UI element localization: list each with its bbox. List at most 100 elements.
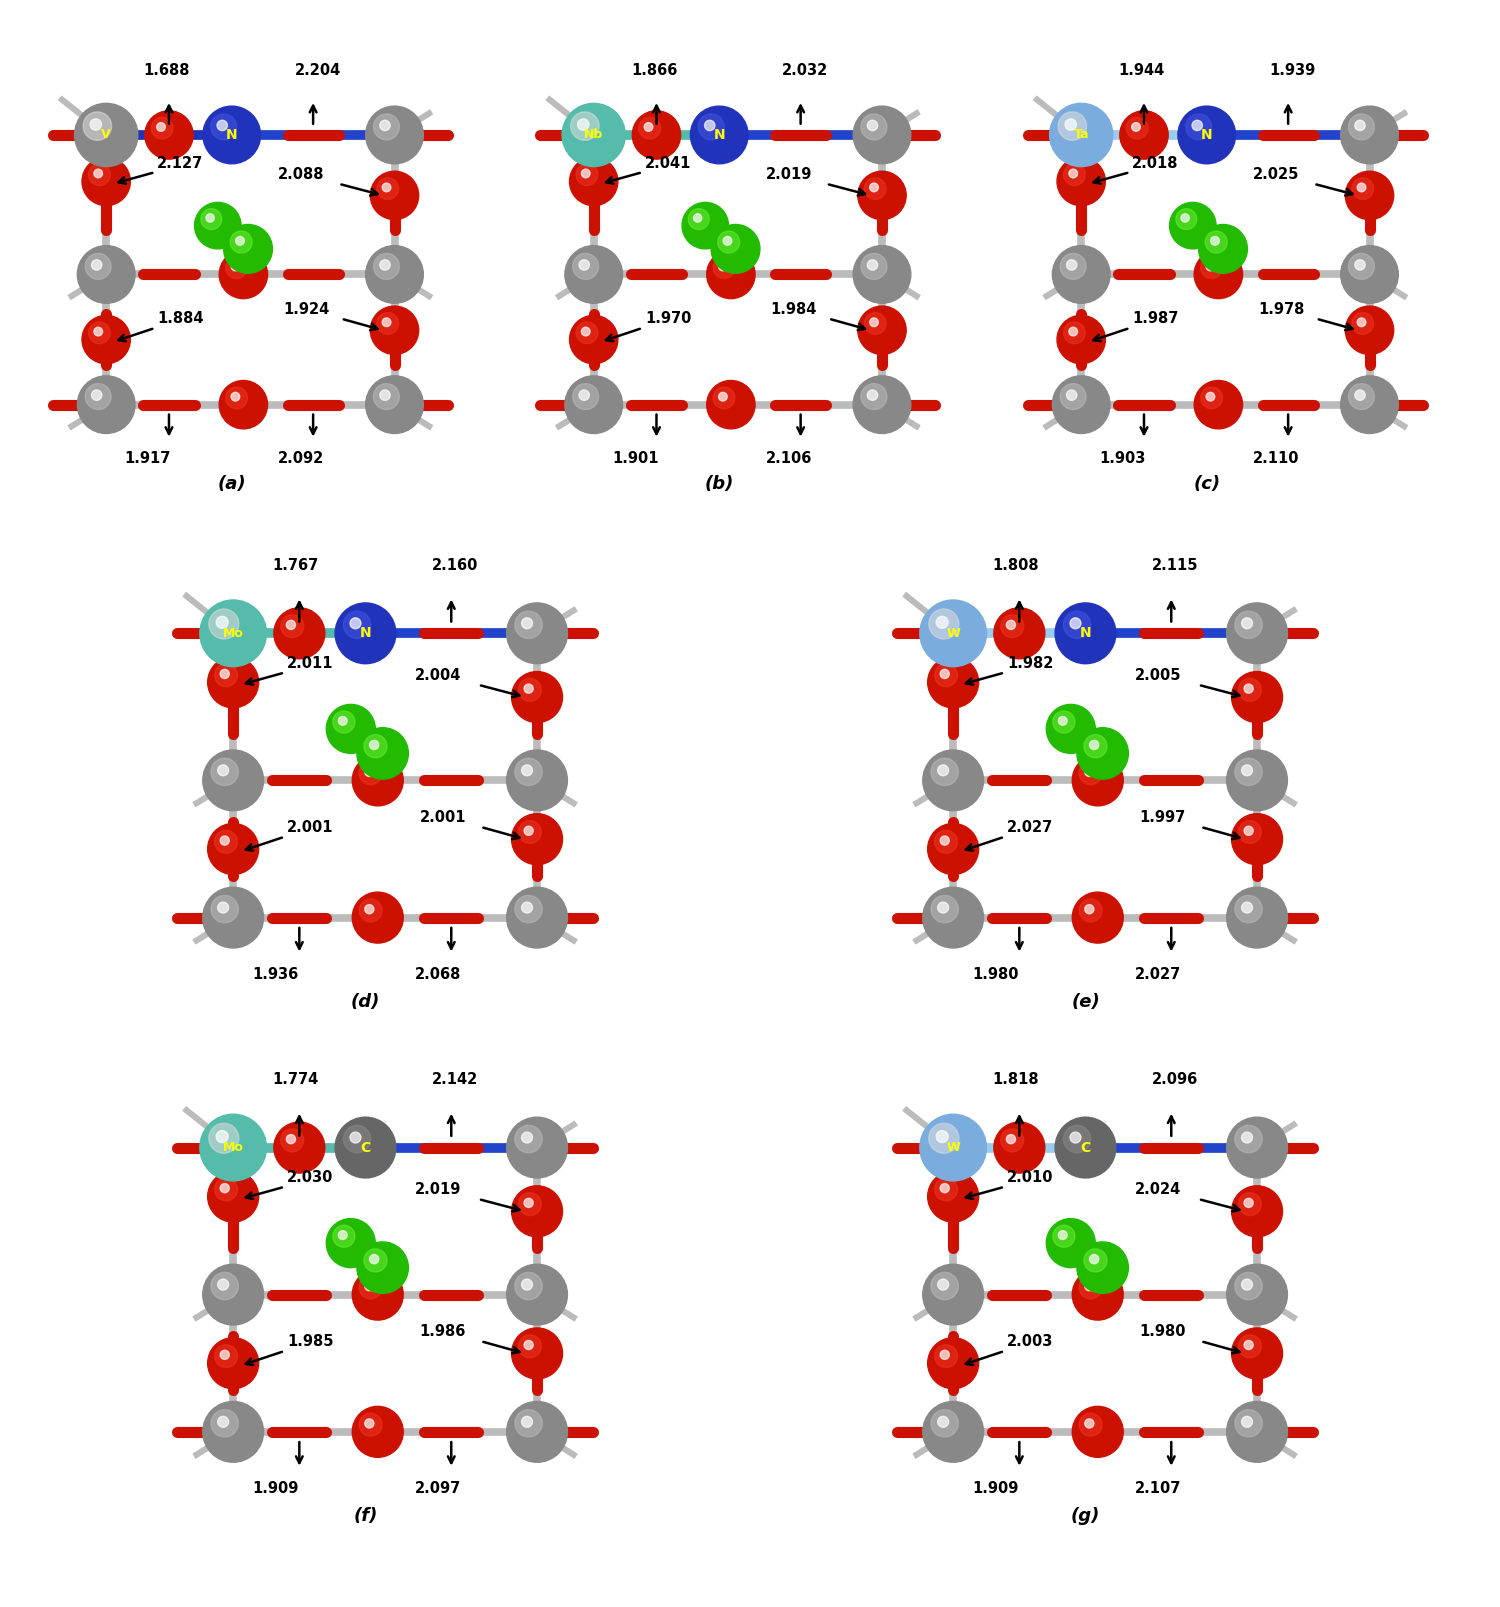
Circle shape xyxy=(350,1131,361,1143)
Text: 2.018: 2.018 xyxy=(1132,156,1179,170)
Circle shape xyxy=(1053,376,1110,434)
Circle shape xyxy=(920,1114,987,1181)
Text: 2.027: 2.027 xyxy=(1134,967,1180,982)
Circle shape xyxy=(1232,813,1282,865)
Circle shape xyxy=(519,821,542,844)
Circle shape xyxy=(938,902,948,913)
Circle shape xyxy=(1072,892,1124,943)
Circle shape xyxy=(1007,1135,1016,1144)
Circle shape xyxy=(519,1335,542,1358)
Circle shape xyxy=(1239,1192,1262,1215)
Text: 1.688: 1.688 xyxy=(144,63,190,77)
Circle shape xyxy=(932,1273,958,1300)
Text: Mo: Mo xyxy=(222,1141,243,1154)
Circle shape xyxy=(932,759,958,786)
Circle shape xyxy=(522,1416,532,1427)
Circle shape xyxy=(507,603,567,664)
Circle shape xyxy=(1060,254,1086,280)
Circle shape xyxy=(274,1122,326,1173)
Circle shape xyxy=(369,1255,380,1263)
Circle shape xyxy=(573,254,598,280)
Circle shape xyxy=(576,164,598,185)
Text: N: N xyxy=(1080,627,1092,640)
Circle shape xyxy=(1239,1335,1262,1358)
Text: 2.097: 2.097 xyxy=(414,1482,460,1496)
Circle shape xyxy=(1077,728,1128,779)
Circle shape xyxy=(339,1231,346,1239)
Circle shape xyxy=(92,391,102,400)
Circle shape xyxy=(1066,391,1077,400)
Text: N: N xyxy=(360,627,372,640)
Circle shape xyxy=(1178,106,1236,164)
Text: 2.011: 2.011 xyxy=(286,656,333,670)
Circle shape xyxy=(380,391,390,400)
Circle shape xyxy=(1007,620,1016,630)
Circle shape xyxy=(364,905,374,914)
Circle shape xyxy=(211,1273,238,1300)
Text: N: N xyxy=(226,129,237,141)
Circle shape xyxy=(711,225,760,273)
Circle shape xyxy=(1234,895,1262,922)
Circle shape xyxy=(90,119,102,130)
Circle shape xyxy=(1058,315,1106,363)
Circle shape xyxy=(928,1123,958,1154)
Circle shape xyxy=(1058,112,1086,140)
Circle shape xyxy=(352,1270,404,1319)
Text: 2.142: 2.142 xyxy=(432,1072,478,1086)
Text: (e): (e) xyxy=(1071,993,1100,1011)
Circle shape xyxy=(723,236,732,246)
Circle shape xyxy=(1072,755,1124,805)
Circle shape xyxy=(573,384,598,410)
Circle shape xyxy=(280,615,303,638)
Circle shape xyxy=(1200,387,1222,408)
Circle shape xyxy=(512,1327,562,1379)
Circle shape xyxy=(352,1406,404,1458)
Circle shape xyxy=(1227,887,1287,948)
Circle shape xyxy=(1239,821,1262,844)
Text: (a): (a) xyxy=(217,476,246,493)
Circle shape xyxy=(712,257,735,278)
Circle shape xyxy=(927,823,978,874)
Circle shape xyxy=(705,121,716,130)
Circle shape xyxy=(1341,246,1398,304)
Circle shape xyxy=(1047,1218,1095,1268)
Circle shape xyxy=(934,1345,957,1368)
Circle shape xyxy=(280,1130,303,1152)
Circle shape xyxy=(1354,260,1365,270)
Circle shape xyxy=(207,657,258,707)
Text: (g): (g) xyxy=(1071,1507,1100,1525)
Circle shape xyxy=(380,260,390,270)
Circle shape xyxy=(693,214,702,222)
Circle shape xyxy=(1054,1117,1116,1178)
Circle shape xyxy=(207,1172,258,1221)
Circle shape xyxy=(94,328,102,336)
Circle shape xyxy=(994,607,1045,659)
Circle shape xyxy=(82,112,111,140)
Circle shape xyxy=(507,1117,567,1178)
Circle shape xyxy=(217,121,228,130)
Circle shape xyxy=(940,836,950,845)
Text: 2.068: 2.068 xyxy=(414,967,460,982)
Circle shape xyxy=(1060,384,1086,410)
Circle shape xyxy=(78,246,135,304)
Circle shape xyxy=(1358,318,1366,326)
Circle shape xyxy=(1348,114,1374,140)
Circle shape xyxy=(867,121,877,130)
Text: 1.980: 1.980 xyxy=(974,967,1020,982)
Circle shape xyxy=(853,376,910,434)
Circle shape xyxy=(1210,236,1219,246)
Circle shape xyxy=(1050,103,1113,167)
Circle shape xyxy=(853,106,910,164)
Circle shape xyxy=(712,387,735,408)
Circle shape xyxy=(211,1409,238,1437)
Circle shape xyxy=(1227,1265,1287,1326)
Circle shape xyxy=(92,260,102,270)
Circle shape xyxy=(514,1125,541,1152)
Circle shape xyxy=(1047,704,1095,754)
Text: 2.027: 2.027 xyxy=(1007,820,1053,834)
Circle shape xyxy=(1084,768,1094,776)
Circle shape xyxy=(870,183,879,191)
Circle shape xyxy=(225,257,248,278)
Circle shape xyxy=(1176,209,1197,230)
Circle shape xyxy=(1352,313,1374,334)
